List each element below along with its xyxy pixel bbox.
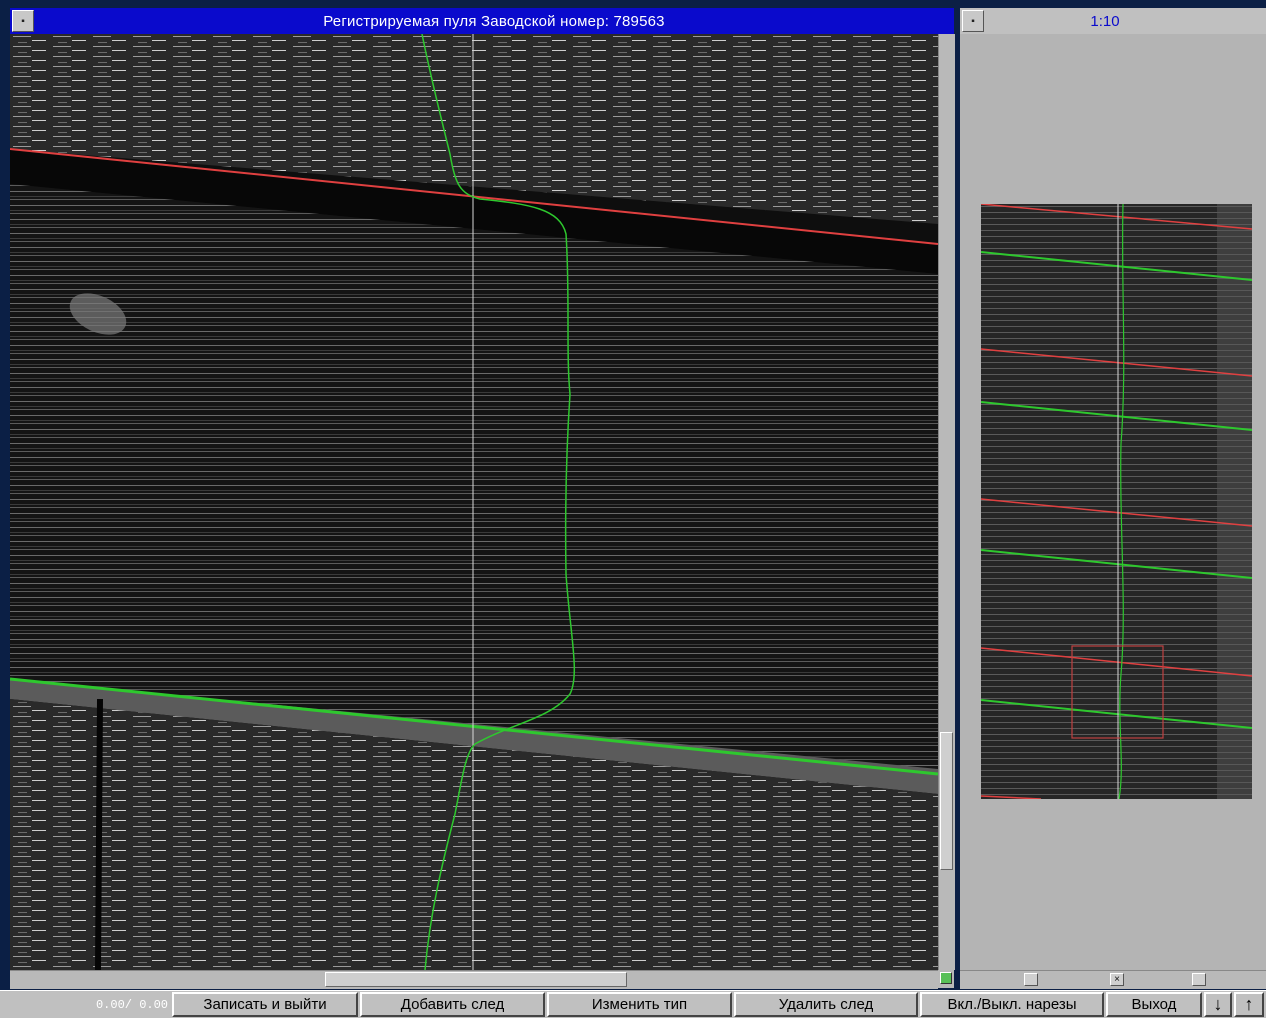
overview-image[interactable] <box>981 204 1252 799</box>
exit-button[interactable]: Выход <box>1106 992 1202 1017</box>
close-icon[interactable]: × <box>1110 973 1124 986</box>
window-menu-button[interactable]: ▪ <box>12 10 34 32</box>
save-and-exit-button[interactable]: Записать и выйти <box>172 992 358 1017</box>
overview-scroll-thumb[interactable] <box>1024 973 1038 986</box>
scrollbar-corner <box>938 970 954 988</box>
coordinates-readout: 0.00/ 0.00 <box>95 998 168 1012</box>
corner-green-button[interactable] <box>940 972 952 984</box>
main-window-title: Регистрируемая пуля Заводской номер: 789… <box>323 12 665 30</box>
bottom-toolbar: 0.00/ 0.00 Записать и выйти Добавить сле… <box>0 990 1266 1018</box>
overview-menu-button[interactable]: ▪ <box>962 10 984 32</box>
toggle-grooves-button[interactable]: Вкл./Выкл. нарезы <box>920 992 1104 1017</box>
overview-horizontal-scrollbar[interactable]: × <box>960 970 1266 989</box>
overview-scroll-thumb-right[interactable] <box>1192 973 1206 986</box>
main-window-titlebar: ▪ Регистрируемая пуля Заводской номер: 7… <box>10 8 954 34</box>
main-horizontal-scrollbar[interactable] <box>10 970 938 989</box>
viewport-selection-box[interactable] <box>1071 645 1164 739</box>
add-trace-button[interactable]: Добавить след <box>360 992 545 1017</box>
change-type-button[interactable]: Изменить тип <box>547 992 732 1017</box>
delete-trace-button[interactable]: Удалить след <box>734 992 918 1017</box>
horizontal-scroll-thumb[interactable] <box>325 972 627 987</box>
bullet-surface-svg <box>10 34 938 970</box>
arrow-up-icon[interactable]: ↑ <box>1234 992 1264 1017</box>
bullet-surface-image[interactable] <box>10 34 938 970</box>
overview-window-titlebar: ▪ 1:10 <box>960 8 1266 34</box>
overview-scale-label: 1:10 <box>1090 12 1120 30</box>
main-vertical-scrollbar[interactable] <box>938 34 955 970</box>
overview-panel <box>960 34 1266 970</box>
arrow-down-icon[interactable]: ↓ <box>1204 992 1232 1017</box>
vertical-scroll-thumb[interactable] <box>940 732 953 870</box>
overview-svg <box>981 204 1252 799</box>
